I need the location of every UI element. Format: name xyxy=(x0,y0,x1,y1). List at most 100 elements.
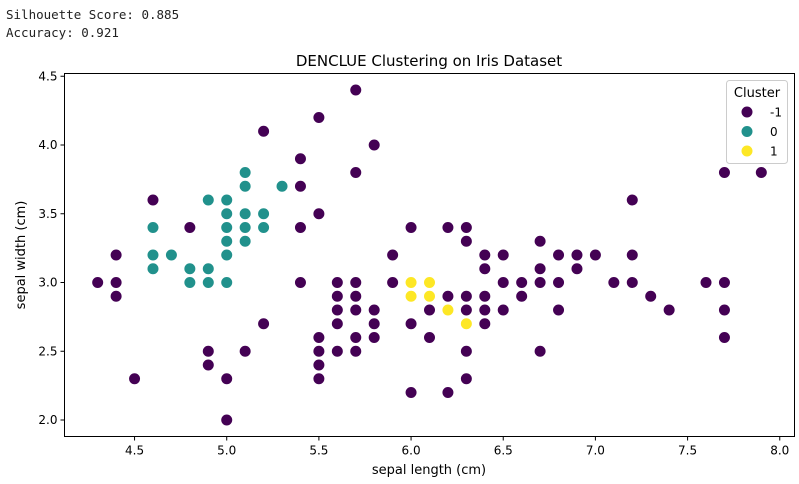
data-point-cluster-0 xyxy=(238,179,252,193)
data-point-cluster--1 xyxy=(146,193,160,207)
x-tick-label: 4.5 xyxy=(125,444,144,458)
x-tick-label: 7.0 xyxy=(586,444,605,458)
data-point-cluster--1 xyxy=(312,358,326,372)
legend-label--1: -1 xyxy=(770,106,782,120)
data-point-cluster--1 xyxy=(478,248,492,262)
data-point-cluster--1 xyxy=(109,289,123,303)
data-point-cluster--1 xyxy=(183,221,197,234)
data-point-cluster-0 xyxy=(220,207,234,221)
data-point-cluster--1 xyxy=(570,262,584,276)
data-point-cluster-0 xyxy=(275,179,289,193)
data-point-cluster--1 xyxy=(588,248,602,262)
data-point-cluster--1 xyxy=(441,386,455,399)
data-point-cluster--1 xyxy=(717,331,731,344)
data-point-cluster--1 xyxy=(220,413,234,427)
data-point-cluster-1 xyxy=(404,276,418,289)
data-point-cluster--1 xyxy=(257,124,271,138)
data-point-cluster--1 xyxy=(515,289,529,303)
data-point-cluster--1 xyxy=(496,303,510,317)
data-point-cluster-0 xyxy=(220,276,234,289)
data-point-cluster--1 xyxy=(478,289,492,303)
data-point-cluster-0 xyxy=(220,193,234,207)
data-point-cluster--1 xyxy=(349,276,363,289)
data-point-cluster--1 xyxy=(293,179,307,193)
data-point-cluster--1 xyxy=(128,372,142,386)
data-point-cluster-0 xyxy=(238,234,252,248)
data-point-cluster--1 xyxy=(459,289,473,303)
data-point-cluster--1 xyxy=(459,303,473,317)
data-point-cluster-0 xyxy=(257,207,271,221)
legend-title: Cluster xyxy=(734,86,781,101)
data-point-cluster--1 xyxy=(349,289,363,303)
data-point-cluster--1 xyxy=(441,289,455,303)
data-point-cluster--1 xyxy=(367,138,381,152)
data-point-cluster--1 xyxy=(496,248,510,262)
data-point-cluster--1 xyxy=(349,303,363,317)
data-point-cluster--1 xyxy=(496,276,510,289)
data-point-cluster--1 xyxy=(349,344,363,358)
data-point-cluster--1 xyxy=(699,276,713,289)
data-point-cluster--1 xyxy=(312,111,326,124)
data-point-cluster--1 xyxy=(423,303,436,317)
data-point-cluster--1 xyxy=(533,262,547,276)
data-point-cluster--1 xyxy=(459,234,473,248)
data-point-cluster--1 xyxy=(459,221,473,234)
y-tick-label: 3.5 xyxy=(38,207,57,221)
data-point-cluster-0 xyxy=(146,262,160,276)
legend-marker--1 xyxy=(740,105,754,119)
legend-marker-0 xyxy=(740,125,754,138)
x-tick-label: 6.0 xyxy=(402,444,421,458)
x-axis-label: sepal length (cm) xyxy=(372,463,486,478)
legend-box xyxy=(726,80,788,164)
x-tick-label: 8.0 xyxy=(770,444,789,458)
y-tick-label: 2.0 xyxy=(38,413,57,427)
data-point-cluster-0 xyxy=(183,262,197,276)
data-point-cluster-0 xyxy=(220,234,234,248)
data-point-cluster--1 xyxy=(201,344,215,358)
data-point-cluster--1 xyxy=(404,317,418,331)
data-point-cluster-1 xyxy=(459,317,473,331)
plot-frame xyxy=(64,73,795,437)
data-point-cluster-0 xyxy=(238,207,252,221)
data-point-cluster--1 xyxy=(552,248,566,262)
data-point-cluster--1 xyxy=(367,303,381,317)
data-point-cluster--1 xyxy=(662,303,676,317)
data-point-cluster--1 xyxy=(459,344,473,358)
x-axis: 4.5 5.0 5.5 6.0 6.5 7.0 7.5 8.0 xyxy=(125,436,789,458)
data-point-cluster--1 xyxy=(312,372,326,386)
data-point-cluster--1 xyxy=(349,166,363,179)
marks-layer xyxy=(91,83,768,427)
data-point-cluster-0 xyxy=(164,248,178,262)
y-tick-label: 4.5 xyxy=(38,69,57,83)
legend: Cluster -1 0 1 xyxy=(726,80,788,164)
data-point-cluster--1 xyxy=(459,372,473,386)
data-point-cluster-0 xyxy=(183,276,197,289)
data-point-cluster--1 xyxy=(330,276,344,289)
data-point-cluster--1 xyxy=(423,331,436,344)
data-point-cluster--1 xyxy=(312,331,326,344)
data-point-cluster--1 xyxy=(717,166,731,179)
data-point-cluster--1 xyxy=(533,344,547,358)
data-point-cluster-0 xyxy=(146,248,160,262)
x-tick-label: 5.0 xyxy=(217,444,236,458)
data-point-cluster-0 xyxy=(220,248,234,262)
data-point-cluster--1 xyxy=(330,303,344,317)
data-point-cluster-0 xyxy=(201,262,215,276)
data-point-cluster-1 xyxy=(423,276,436,289)
data-point-cluster-0 xyxy=(257,221,271,234)
data-point-cluster--1 xyxy=(349,83,363,97)
data-point-cluster--1 xyxy=(625,248,639,262)
data-point-cluster-0 xyxy=(220,221,234,234)
data-point-cluster-1 xyxy=(404,289,418,303)
data-point-cluster-1 xyxy=(441,303,455,317)
y-axis-label: sepal width (cm) xyxy=(14,201,29,310)
data-point-cluster--1 xyxy=(386,248,400,262)
data-point-cluster--1 xyxy=(625,193,639,207)
silhouette-score-line: Silhouette Score: 0.885 xyxy=(6,7,180,22)
data-point-cluster--1 xyxy=(625,276,639,289)
data-point-cluster--1 xyxy=(91,276,105,289)
data-point-cluster--1 xyxy=(330,317,344,331)
legend-label-0: 0 xyxy=(770,125,778,139)
data-point-cluster--1 xyxy=(404,386,418,399)
